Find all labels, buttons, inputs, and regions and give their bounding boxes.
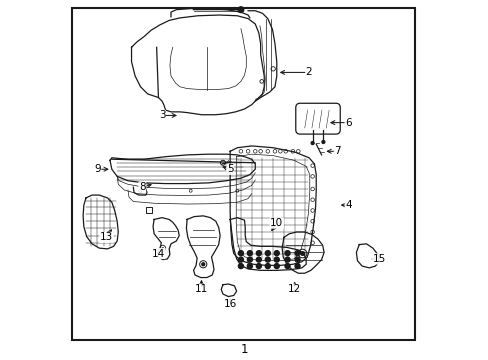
Text: 9: 9 [94, 164, 101, 174]
Circle shape [202, 263, 204, 266]
Circle shape [238, 251, 243, 256]
Text: 5: 5 [226, 164, 233, 174]
Text: 1: 1 [240, 343, 248, 356]
Polygon shape [186, 216, 220, 278]
Polygon shape [230, 218, 305, 270]
Text: 7: 7 [334, 146, 340, 156]
Circle shape [274, 257, 279, 262]
Polygon shape [153, 218, 179, 260]
Circle shape [285, 264, 289, 269]
Polygon shape [221, 284, 236, 297]
Text: 10: 10 [270, 218, 283, 228]
Circle shape [256, 251, 261, 256]
Circle shape [300, 252, 304, 255]
Circle shape [274, 264, 279, 269]
Circle shape [321, 140, 324, 143]
Circle shape [247, 264, 252, 269]
Circle shape [238, 264, 243, 269]
Circle shape [247, 251, 252, 256]
Text: 6: 6 [345, 118, 351, 128]
Text: 13: 13 [100, 232, 113, 242]
Circle shape [247, 257, 252, 262]
Circle shape [294, 264, 300, 269]
Polygon shape [83, 195, 118, 249]
Text: 15: 15 [371, 254, 385, 264]
Text: 4: 4 [345, 200, 351, 210]
Circle shape [256, 264, 261, 269]
Circle shape [285, 257, 289, 262]
Text: 16: 16 [223, 299, 236, 309]
Text: 12: 12 [287, 284, 301, 294]
Circle shape [294, 257, 300, 262]
FancyBboxPatch shape [145, 207, 152, 213]
Circle shape [238, 7, 244, 13]
Polygon shape [230, 146, 316, 265]
Circle shape [265, 257, 270, 262]
Text: 2: 2 [305, 67, 312, 77]
Text: 11: 11 [194, 284, 208, 294]
Polygon shape [131, 15, 264, 115]
Polygon shape [282, 232, 324, 273]
Circle shape [274, 251, 279, 256]
Circle shape [256, 257, 261, 262]
Circle shape [285, 251, 289, 256]
Text: 8: 8 [139, 182, 145, 192]
Circle shape [265, 251, 270, 256]
Circle shape [294, 251, 300, 256]
Text: 14: 14 [151, 248, 165, 258]
Polygon shape [356, 244, 378, 268]
Polygon shape [110, 154, 255, 184]
Text: 3: 3 [159, 111, 165, 121]
Circle shape [238, 257, 243, 262]
Circle shape [265, 264, 270, 269]
Circle shape [310, 141, 313, 144]
FancyBboxPatch shape [295, 103, 340, 134]
